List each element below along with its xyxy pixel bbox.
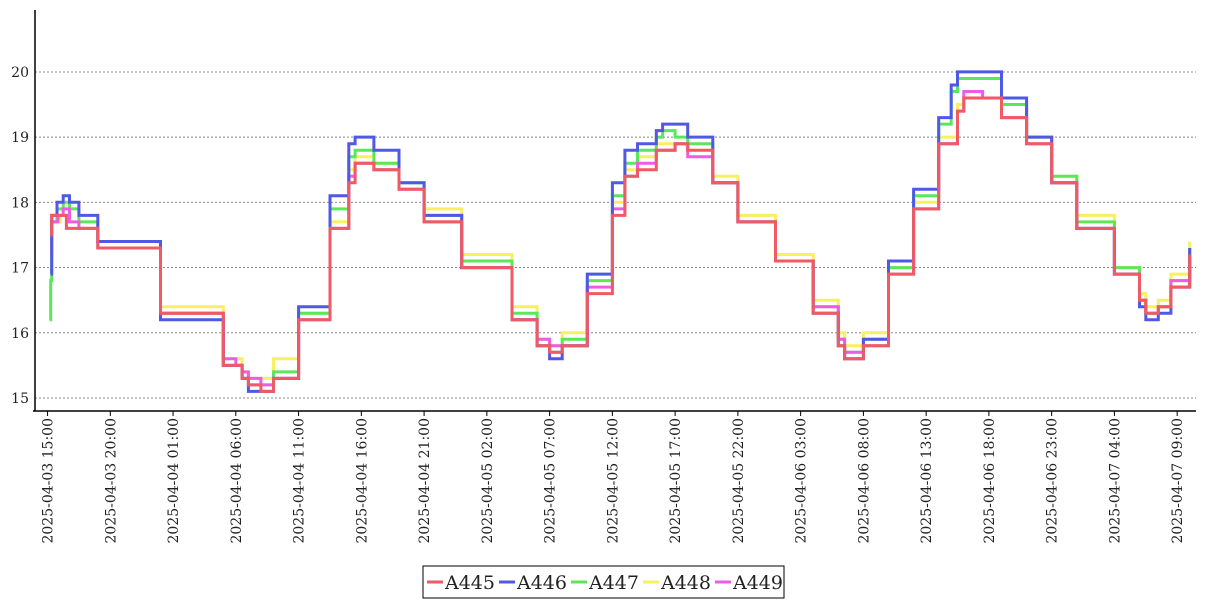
legend-label: A446	[516, 572, 567, 594]
legend-label: A447	[588, 572, 639, 594]
y-tick-label: 19	[11, 130, 29, 146]
x-tick-label: 2025-04-05 02:00	[480, 418, 496, 544]
x-tick-label: 2025-04-03 15:00	[41, 418, 57, 544]
y-tick-label: 20	[11, 65, 29, 81]
series-line-a447	[49, 77, 1192, 387]
x-tick-label: 2025-04-06 13:00	[919, 418, 935, 544]
y-tick-label: 16	[11, 326, 29, 342]
series-lines	[49, 70, 1192, 393]
x-tick-label: 2025-04-06 03:00	[794, 418, 810, 544]
x-tick-label: 2025-04-04 06:00	[229, 418, 245, 544]
x-tick-labels: 2025-04-03 15:00 2025-04-03 20:00 2025-04-…	[41, 418, 1187, 544]
x-tick-label: 2025-04-04 11:00	[292, 418, 308, 544]
legend: A445 A446 A447 A448 A449	[422, 565, 785, 599]
grid-lines	[35, 71, 1196, 399]
legend-label: A448	[660, 572, 711, 594]
x-tick-label: 2025-04-04 21:00	[417, 418, 433, 544]
series-line-a446	[50, 70, 1192, 393]
x-tick-label: 2025-04-05 17:00	[668, 418, 684, 544]
x-tick-label: 2025-04-07 09:00	[1170, 418, 1186, 544]
x-tick-label: 2025-04-07 04:00	[1107, 418, 1123, 544]
y-tick-label: 18	[11, 195, 29, 211]
x-tick-label: 2025-04-05 07:00	[543, 418, 559, 544]
y-tick-label: 15	[11, 391, 29, 407]
x-tick-label: 2025-04-04 16:00	[354, 418, 370, 544]
x-tick-label: 2025-04-05 22:00	[731, 418, 747, 544]
y-tick-labels: 15 16 17 18 19 20	[11, 65, 29, 407]
x-tick-label: 2025-04-06 18:00	[982, 418, 998, 544]
axes	[33, 10, 1196, 416]
x-tick-label: 2025-04-03 20:00	[103, 418, 119, 544]
x-tick-label: 2025-04-06 23:00	[1045, 418, 1061, 544]
y-tick-label: 17	[11, 261, 29, 277]
x-tick-label: 2025-04-05 12:00	[605, 418, 621, 544]
legend-label: A445	[444, 572, 495, 594]
series-line-a449	[50, 90, 1192, 387]
x-tick-label: 2025-04-06 08:00	[856, 418, 872, 544]
series-line-a445	[50, 96, 1192, 393]
legend-label: A449	[732, 572, 783, 594]
x-tick-label: 2025-04-04 01:00	[166, 418, 182, 544]
